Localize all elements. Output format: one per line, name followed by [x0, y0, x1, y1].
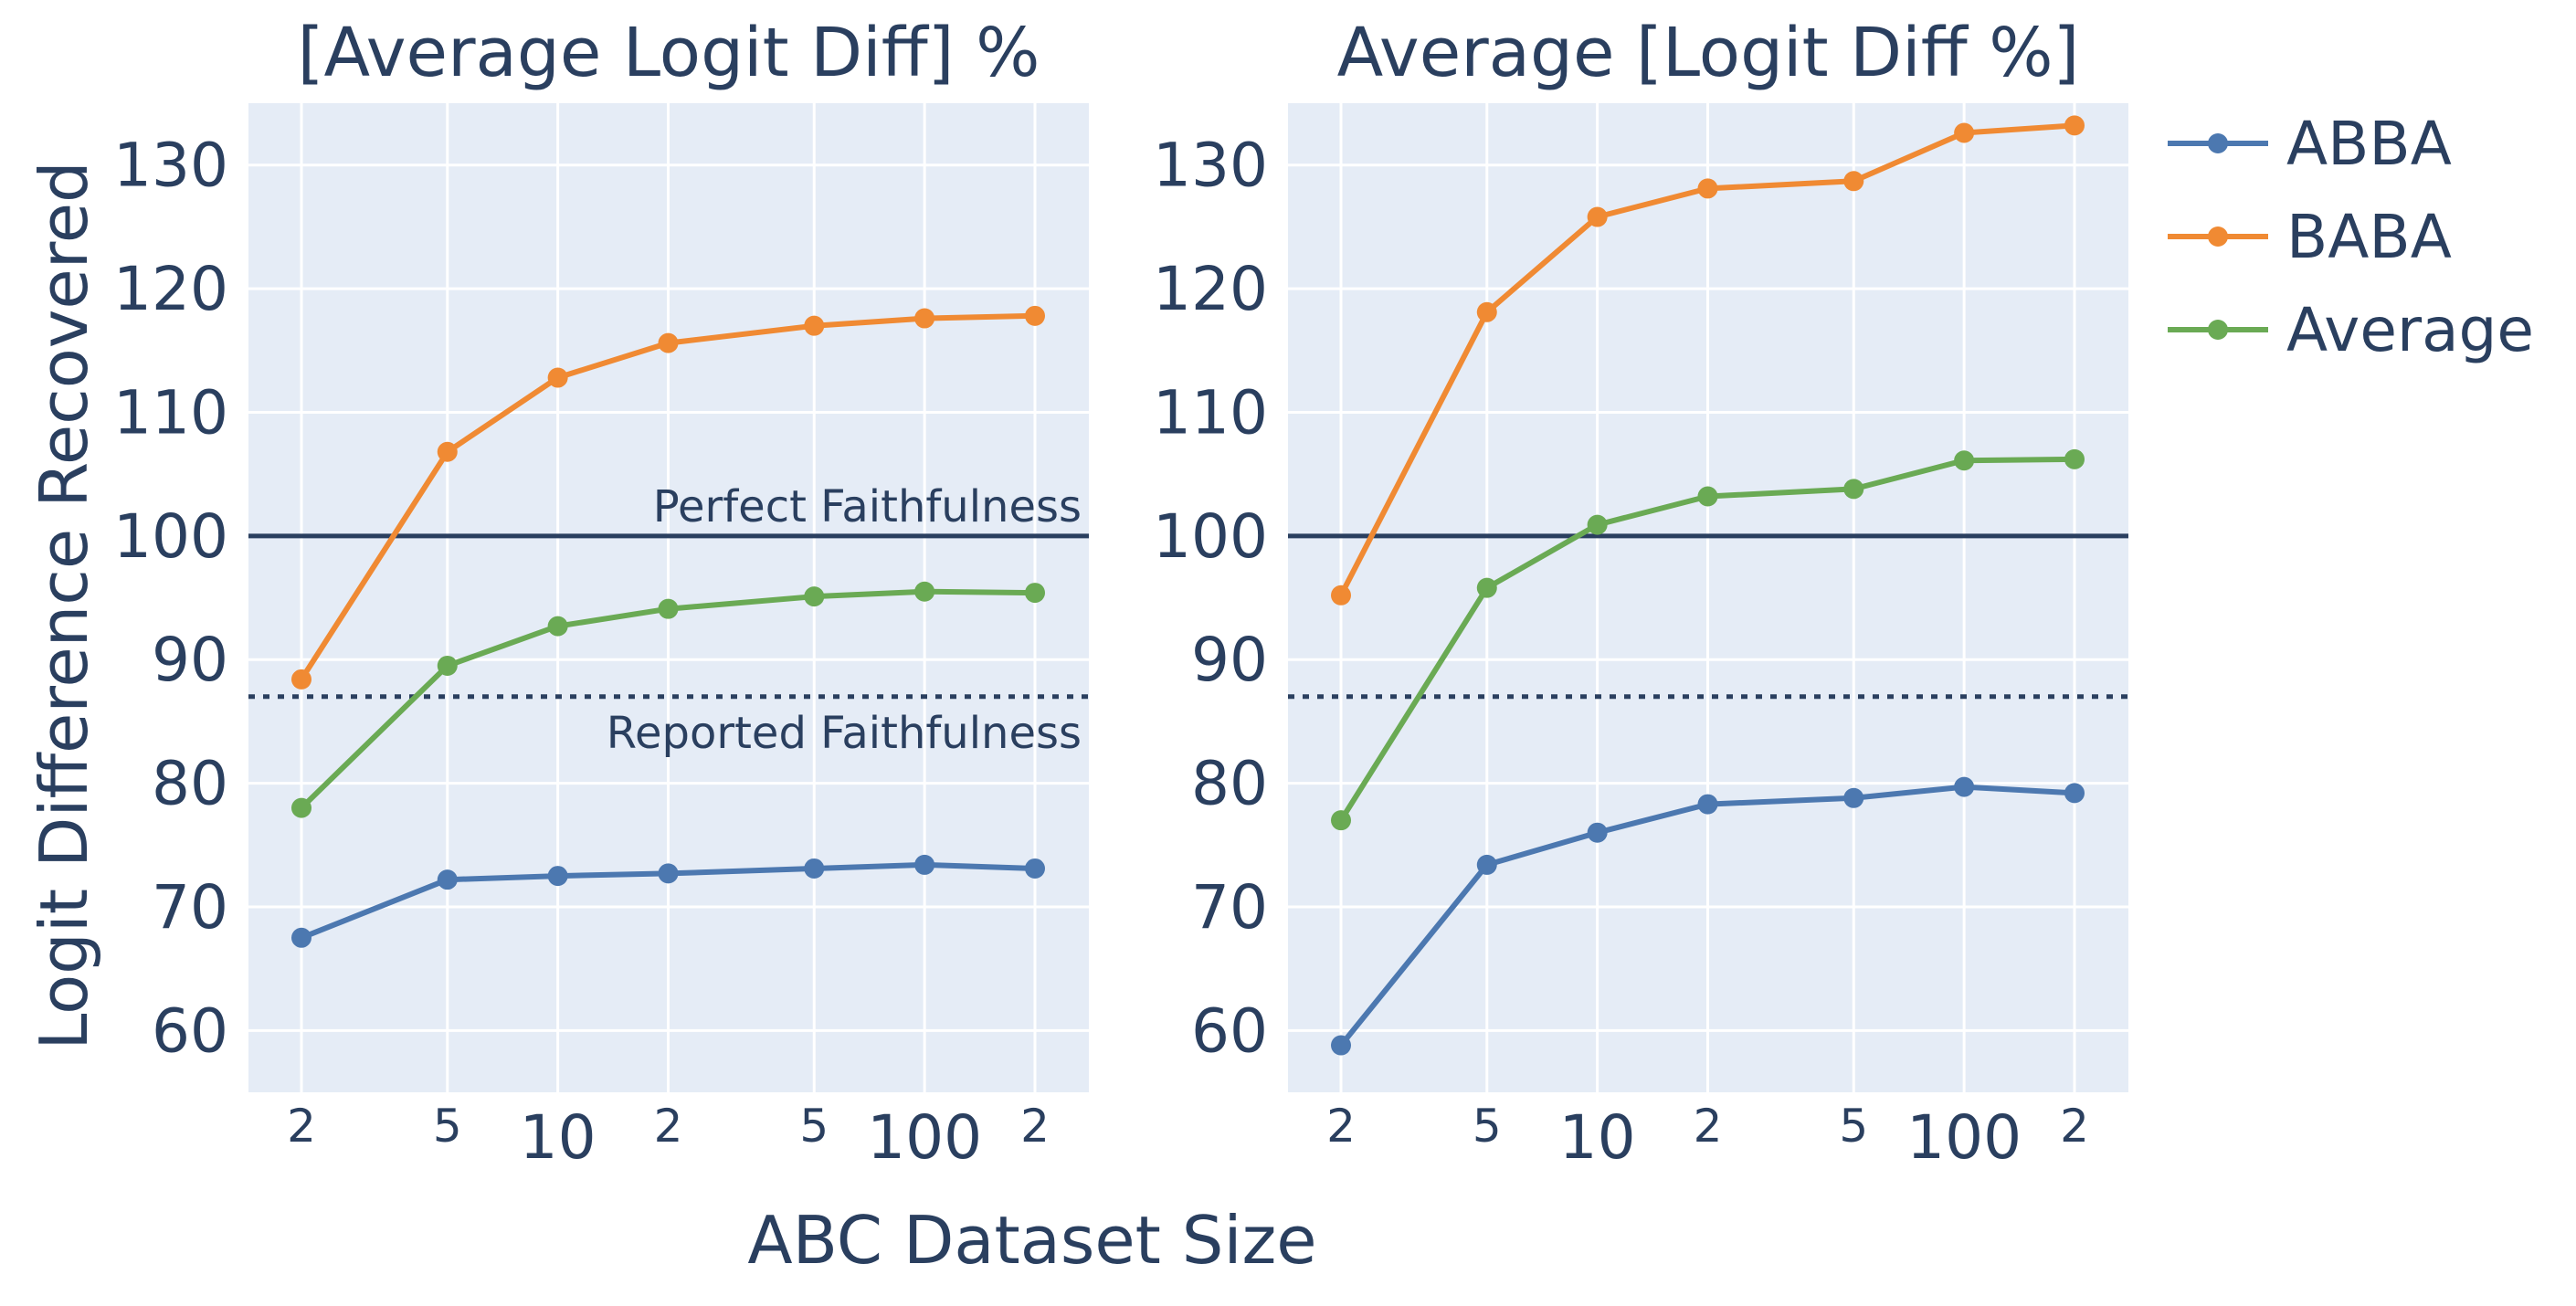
data-point-abba [437, 869, 458, 890]
data-point-abba [1025, 858, 1045, 879]
reference-line-label: Reported Faithfulness [607, 708, 1082, 759]
data-point-baba [914, 308, 935, 329]
x-tick-label: 10 [520, 1102, 596, 1173]
data-point-baba [658, 332, 679, 353]
x-tick-label: 2 [2060, 1100, 2089, 1153]
x-tick-label: 2 [1020, 1100, 1050, 1153]
data-point-average [1331, 810, 1351, 831]
legend-item-baba: BABA [2168, 202, 2452, 272]
legend-swatch-marker [2208, 226, 2228, 247]
panel-1: 60 70 80 90 100 110 120 130 2 5 10 2 5 100 2 Perfect Fa… [113, 14, 1089, 1173]
data-point-average [1697, 486, 1718, 507]
y-tick-label: 60 [1191, 995, 1268, 1066]
y-tick-label: 110 [113, 377, 228, 448]
data-point-baba [1025, 305, 1045, 326]
y-tick-label: 120 [1153, 254, 1268, 324]
panel-title: Average [Logit Diff %] [1337, 14, 2080, 92]
legend-swatch-marker [2208, 320, 2228, 340]
x-tick-label: 5 [1839, 1100, 1868, 1153]
y-tick-label: 130 [1153, 131, 1268, 201]
legend-label: BABA [2286, 202, 2452, 272]
y-tick-label: 70 [152, 872, 228, 943]
data-point-abba [1697, 794, 1718, 815]
data-point-average [1843, 479, 1864, 500]
data-point-average [804, 586, 825, 607]
y-tick-label: 90 [152, 625, 228, 695]
y-tick-label: 100 [1153, 501, 1268, 572]
data-point-baba [1331, 585, 1351, 606]
data-point-baba [2064, 115, 2085, 136]
x-tick-label: 2 [1694, 1100, 1723, 1153]
data-point-baba [1843, 171, 1864, 192]
y-tick-label: 130 [113, 131, 228, 201]
data-point-average [1476, 577, 1497, 598]
data-point-average [437, 655, 458, 676]
data-point-abba [1476, 854, 1497, 875]
legend-item-average: Average [2168, 295, 2534, 365]
x-tick-label: 2 [654, 1100, 683, 1153]
legend-label: ABBA [2286, 109, 2452, 179]
data-point-average [547, 616, 568, 637]
data-point-baba [1697, 178, 1718, 199]
data-point-abba [291, 927, 311, 948]
x-tick-label: 2 [1326, 1100, 1356, 1153]
data-point-baba [1587, 206, 1608, 227]
data-point-abba [2064, 783, 2085, 804]
data-point-abba [1587, 822, 1608, 843]
data-point-baba [437, 441, 458, 462]
data-point-average [1587, 514, 1608, 535]
data-point-baba [1954, 122, 1975, 143]
x-tick-label: 10 [1559, 1102, 1636, 1173]
data-point-average [1025, 583, 1045, 604]
data-point-abba [1331, 1035, 1351, 1056]
x-tick-label: 5 [1473, 1100, 1502, 1153]
panels: 60 70 80 90 100 110 120 130 2 5 10 2 5 100 2 Perfect Fa… [113, 14, 2128, 1173]
x-axis-title: ABC Dataset Size [747, 1202, 1316, 1279]
x-tick-label: 100 [867, 1102, 982, 1173]
data-point-baba [291, 669, 311, 690]
y-tick-label: 120 [113, 254, 228, 324]
data-point-abba [1954, 776, 1975, 797]
legend-label: Average [2286, 295, 2534, 365]
y-tick-label: 60 [152, 995, 228, 1066]
data-point-average [1954, 450, 1975, 471]
legend-swatch-marker [2208, 133, 2228, 153]
panel-2: 60 70 80 90 100 110 120 130 2 5 10 2 5 100 2 Average [L… [1153, 14, 2128, 1173]
reference-line-label: Perfect Faithfulness [653, 481, 1082, 532]
x-tick-label: 5 [799, 1100, 829, 1153]
legend-item-abba: ABBA [2168, 109, 2452, 179]
x-tick-label: 2 [287, 1100, 316, 1153]
y-axis-title: Logit Difference Recovered [26, 161, 102, 1049]
data-point-abba [804, 858, 825, 879]
data-point-baba [1476, 301, 1497, 322]
data-point-abba [1843, 787, 1864, 808]
legend: ABBA BABA Average [2168, 109, 2534, 365]
y-tick-label: 100 [113, 501, 228, 572]
data-point-baba [804, 315, 825, 336]
x-tick-label: 100 [1906, 1102, 2022, 1173]
data-point-baba [547, 367, 568, 388]
data-point-average [291, 797, 311, 818]
data-point-abba [658, 863, 679, 884]
y-tick-label: 80 [152, 749, 228, 819]
y-tick-label: 110 [1153, 377, 1268, 448]
data-point-average [914, 581, 935, 602]
data-point-abba [547, 866, 568, 887]
panel-title: [Average Logit Diff] % [298, 14, 1040, 92]
y-tick-label: 90 [1191, 625, 1268, 695]
data-point-average [2064, 448, 2085, 469]
data-point-abba [914, 854, 935, 875]
y-tick-label: 70 [1191, 872, 1268, 943]
y-tick-label: 80 [1191, 749, 1268, 819]
data-point-average [658, 598, 679, 619]
x-tick-label: 5 [433, 1100, 462, 1153]
